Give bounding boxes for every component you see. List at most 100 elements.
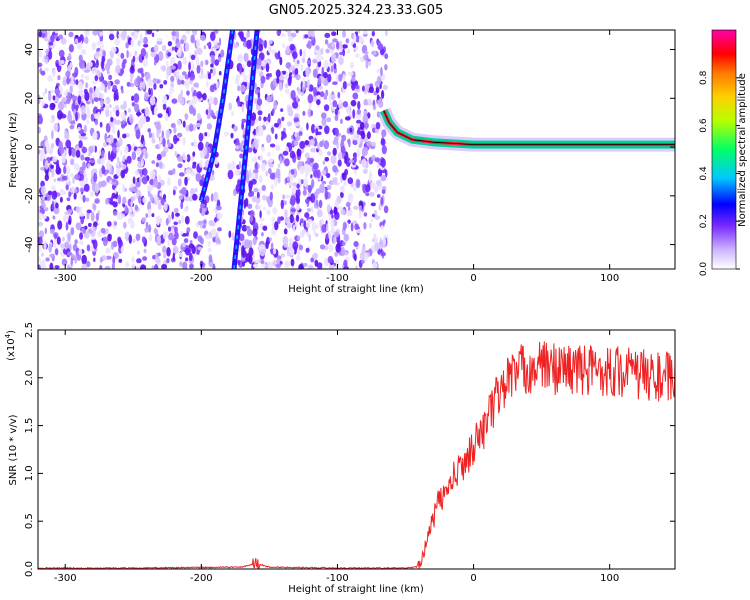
noise-speckle <box>117 129 120 139</box>
noise-speckle <box>211 55 215 65</box>
noise-speckle <box>144 92 149 101</box>
noise-speckle <box>358 35 364 44</box>
noise-speckle <box>246 228 253 237</box>
noise-speckle <box>38 94 41 105</box>
noise-speckle <box>316 169 321 179</box>
noise-speckle <box>156 40 163 45</box>
noise-speckle <box>141 264 147 269</box>
noise-speckle <box>143 61 147 68</box>
noise-speckle <box>345 157 351 168</box>
noise-speckle <box>325 233 329 241</box>
noise-speckle <box>248 247 254 257</box>
noise-speckle <box>246 30 250 39</box>
noise-speckle <box>218 56 222 62</box>
noise-speckle <box>135 180 141 188</box>
noise-speckle <box>183 206 188 213</box>
noise-speckle <box>371 50 376 55</box>
noise-speckle <box>314 224 319 229</box>
noise-speckle <box>184 196 191 202</box>
noise-speckle <box>135 233 141 241</box>
noise-speckle <box>261 146 265 152</box>
noise-speckle <box>100 227 106 234</box>
chart-title: GN05.2025.324.23.33.G05 <box>269 3 444 18</box>
noise-speckle <box>361 158 367 169</box>
noise-speckle <box>164 112 169 122</box>
noise-speckle <box>358 210 363 219</box>
noise-speckle <box>89 61 93 67</box>
noise-speckle <box>158 161 163 169</box>
noise-speckle <box>365 192 370 197</box>
noise-speckle <box>60 59 65 65</box>
noise-speckle <box>310 110 314 117</box>
noise-speckle <box>133 93 140 103</box>
noise-speckle <box>109 180 112 185</box>
noise-speckle <box>333 179 338 186</box>
noise-speckle <box>379 83 382 90</box>
noise-speckle <box>237 85 241 92</box>
noise-speckle <box>212 263 216 269</box>
noise-speckle <box>352 44 356 48</box>
noise-speckle <box>381 145 387 155</box>
noise-speckle <box>260 75 266 84</box>
noise-speckle <box>331 214 334 219</box>
noise-speckle <box>365 59 369 69</box>
noise-speckle <box>152 178 159 188</box>
noise-speckle <box>310 30 315 38</box>
noise-speckle <box>126 155 132 164</box>
noise-speckle <box>276 30 281 37</box>
noise-speckle <box>207 133 210 137</box>
noise-speckle <box>329 209 334 215</box>
noise-speckle <box>44 173 49 182</box>
noise-speckle <box>199 179 204 187</box>
noise-speckle <box>263 116 267 122</box>
noise-speckle <box>284 194 291 199</box>
noise-speckle <box>54 30 59 34</box>
noise-speckle <box>300 179 304 185</box>
noise-speckle <box>55 202 59 209</box>
noise-speckle <box>174 231 179 240</box>
noise-speckle <box>303 262 308 267</box>
noise-speckle <box>268 158 274 163</box>
noise-speckle <box>160 150 167 158</box>
noise-speckle <box>97 230 103 238</box>
noise-speckle <box>259 217 265 222</box>
noise-speckle <box>45 59 48 65</box>
noise-speckle <box>184 113 189 121</box>
noise-speckle <box>185 168 191 175</box>
noise-speckle <box>349 127 353 133</box>
noise-speckle <box>314 259 319 267</box>
noise-speckle <box>367 98 373 106</box>
noise-speckle <box>317 262 323 269</box>
noise-speckle <box>150 87 153 97</box>
noise-speckle <box>304 152 310 159</box>
noise-speckle <box>120 52 125 60</box>
noise-speckle <box>259 154 263 162</box>
noise-speckle <box>163 201 168 212</box>
noise-speckle <box>127 217 133 225</box>
noise-speckle <box>105 62 111 72</box>
noise-speckle <box>323 71 328 79</box>
noise-speckle <box>211 169 215 176</box>
noise-speckle <box>78 212 85 217</box>
noise-speckle <box>248 254 253 265</box>
noise-speckle <box>326 117 332 123</box>
noise-speckle <box>124 187 127 192</box>
noise-speckle <box>137 250 140 255</box>
noise-speckle <box>143 43 149 48</box>
noise-speckle <box>74 38 79 44</box>
noise-speckle <box>60 37 67 45</box>
noise-speckle <box>99 41 104 51</box>
noise-speckle <box>142 197 147 204</box>
noise-speckle <box>103 50 106 58</box>
noise-speckle <box>105 198 109 205</box>
noise-speckle <box>352 109 356 119</box>
noise-speckle <box>192 30 198 36</box>
noise-speckle <box>97 158 101 165</box>
noise-speckle <box>156 235 161 245</box>
noise-speckle <box>380 138 386 146</box>
noise-speckle <box>280 108 284 112</box>
noise-speckle <box>197 246 202 251</box>
noise-speckle <box>116 30 120 39</box>
noise-speckle <box>95 62 98 69</box>
noise-speckle <box>109 135 114 145</box>
